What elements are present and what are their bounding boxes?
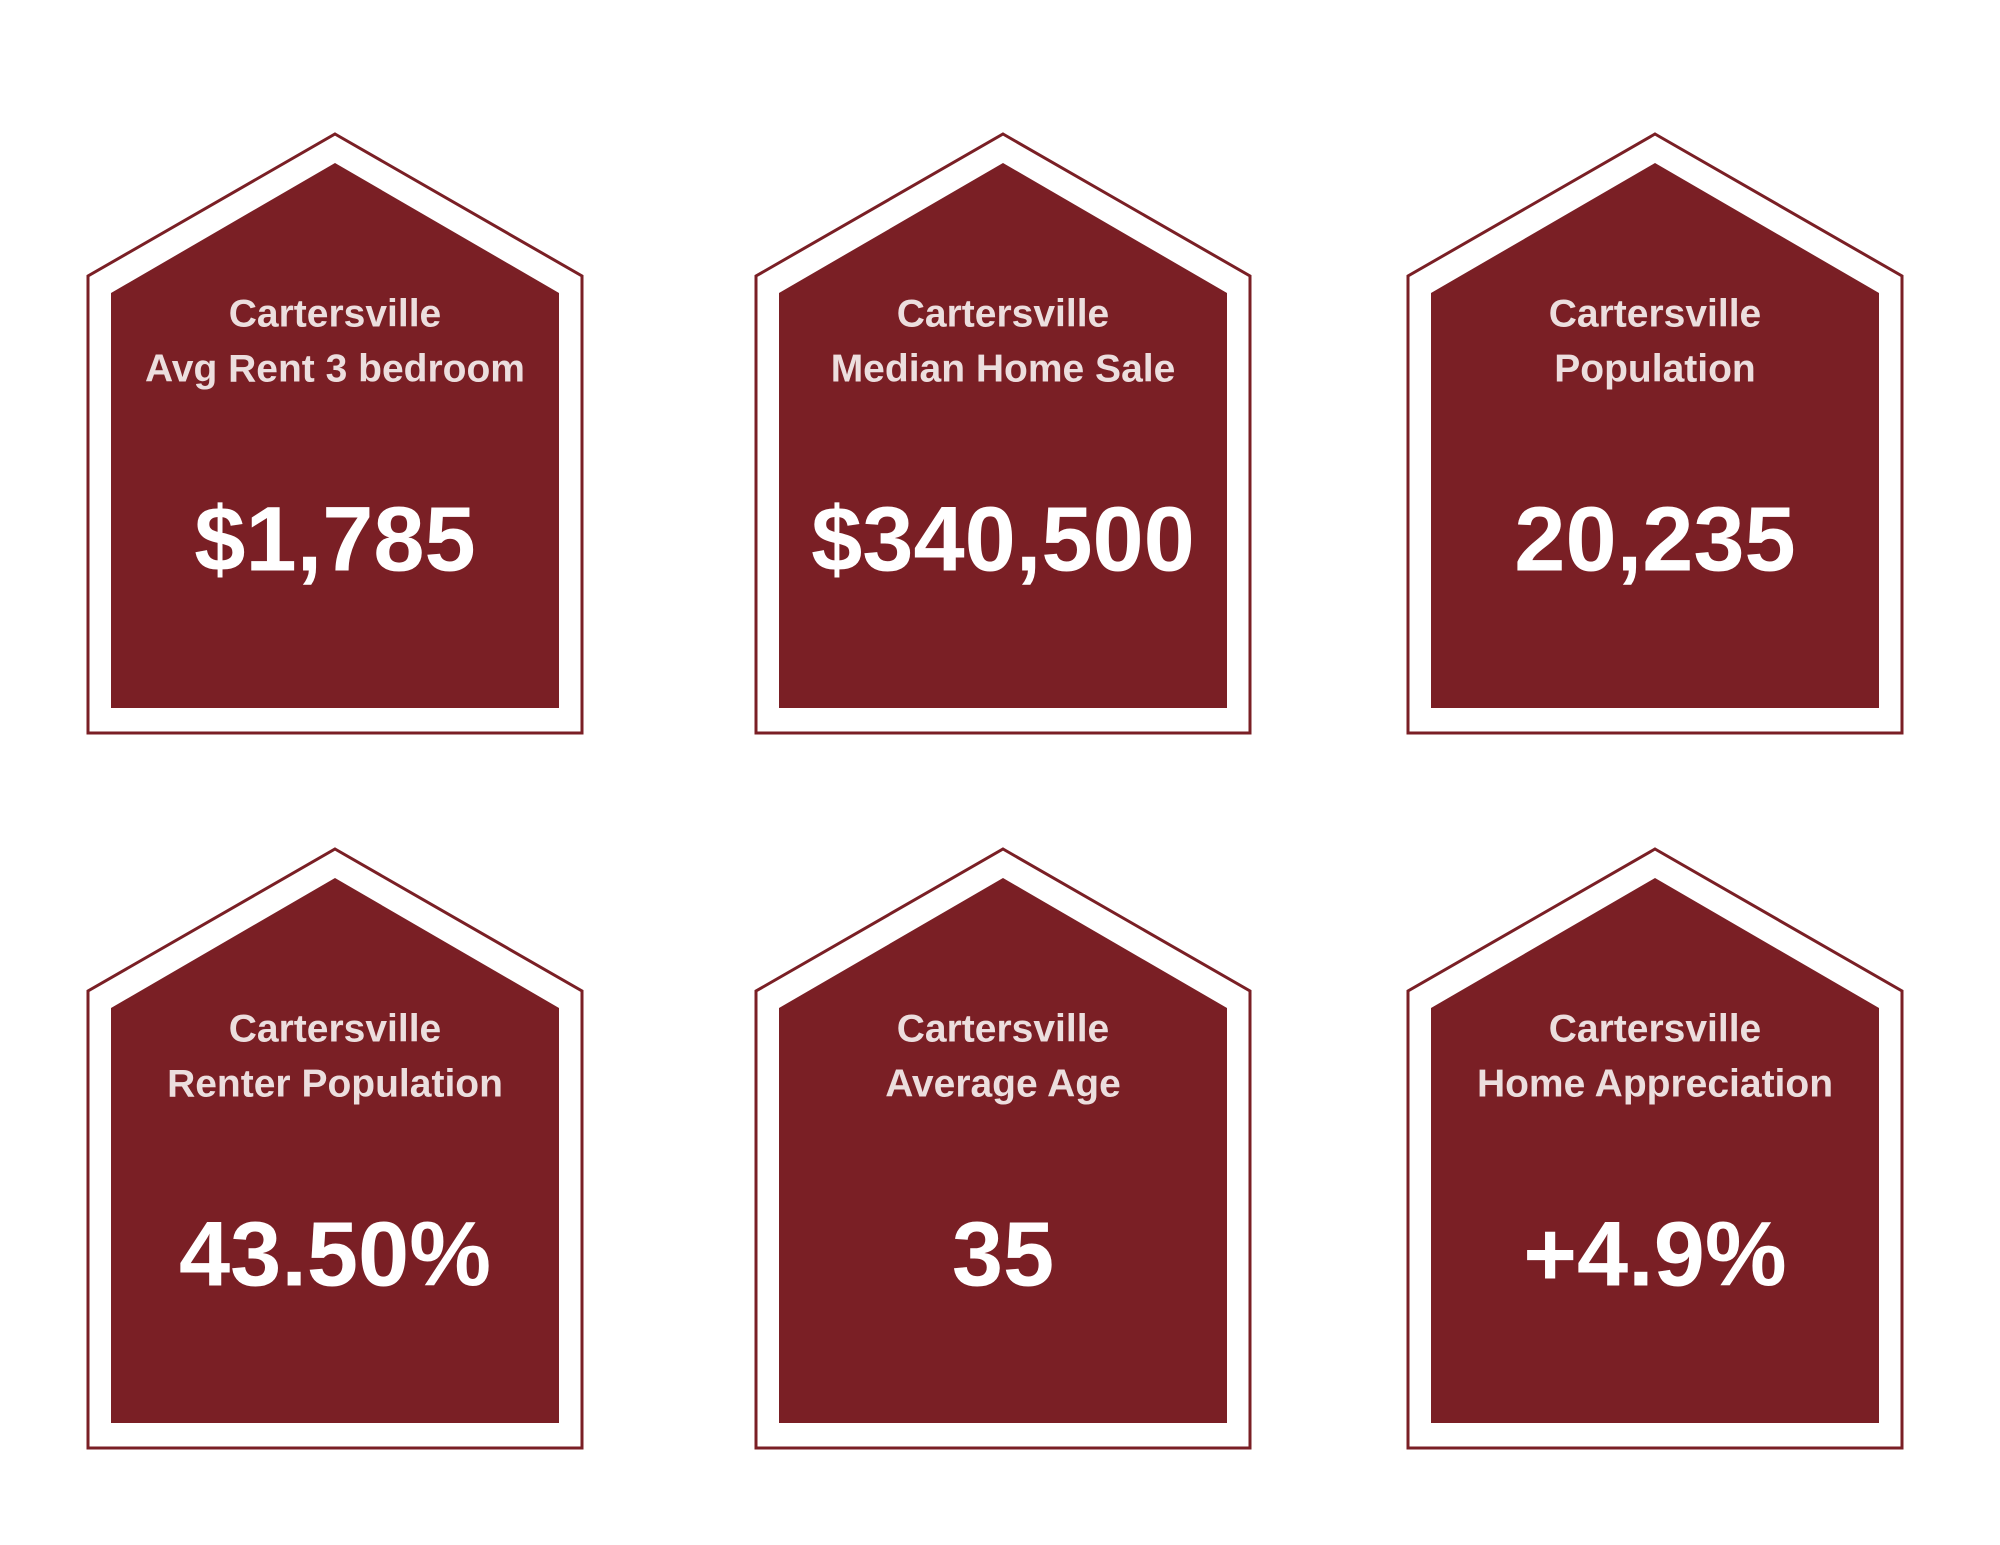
card-value: $340,500 (811, 488, 1195, 590)
house-fill (111, 163, 559, 708)
house-card: Cartersville Average Age 35 (754, 847, 1252, 1450)
card-city: Cartersville (229, 1007, 441, 1050)
house-fill (779, 163, 1227, 708)
house-fill (1431, 878, 1879, 1423)
card-city: Cartersville (1549, 292, 1761, 335)
card-city: Cartersville (897, 1007, 1109, 1050)
card-value: 35 (952, 1203, 1054, 1305)
card-label: Population (1554, 347, 1755, 390)
card-city: Cartersville (1549, 1007, 1761, 1050)
card-label: Average Age (885, 1062, 1121, 1105)
card-city: Cartersville (229, 292, 441, 335)
card-value: 43.50% (179, 1203, 491, 1305)
card-value: +4.9% (1523, 1203, 1786, 1305)
house-card: Cartersville Avg Rent 3 bedroom $1,785 (86, 132, 584, 735)
house-fill (111, 878, 559, 1423)
house-card: Cartersville Home Appreciation +4.9% (1406, 847, 1904, 1450)
card-value: $1,785 (194, 488, 475, 590)
card-label: Renter Population (167, 1062, 503, 1105)
house-fill (779, 878, 1227, 1423)
card-value: 20,235 (1514, 488, 1795, 590)
card-label: Median Home Sale (831, 347, 1176, 390)
card-label: Home Appreciation (1477, 1062, 1833, 1105)
house-card: Cartersville Population 20,235 (1406, 132, 1904, 735)
card-city: Cartersville (897, 292, 1109, 335)
card-label: Avg Rent 3 bedroom (145, 347, 525, 390)
house-card: Cartersville Renter Population 43.50% (86, 847, 584, 1450)
house-fill (1431, 163, 1879, 708)
house-card: Cartersville Median Home Sale $340,500 (754, 132, 1252, 735)
